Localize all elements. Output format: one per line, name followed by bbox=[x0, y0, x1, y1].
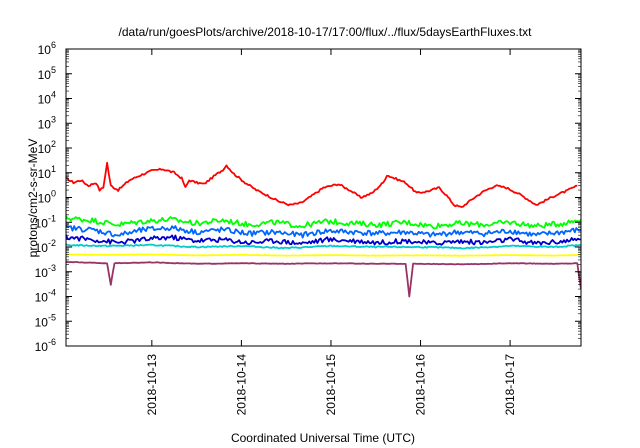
y-tick-label: 10-4 bbox=[35, 288, 56, 305]
series-layer bbox=[66, 161, 581, 298]
plot-area bbox=[66, 161, 581, 298]
y-tick-label: 10-1 bbox=[35, 213, 56, 230]
series-line bbox=[66, 261, 581, 298]
y-tick-label: 103 bbox=[38, 114, 56, 131]
y-tick-label: 10-3 bbox=[35, 263, 56, 280]
x-tick-label: 2018-10-14 bbox=[234, 354, 248, 416]
y-tick-label: 104 bbox=[38, 90, 56, 107]
series-line bbox=[66, 161, 578, 208]
y-tick-label: 106 bbox=[38, 40, 56, 57]
chart-title: /data/run/goesPlots/archive/2018-10-17/1… bbox=[119, 25, 533, 39]
x-tick-label: 2018-10-15 bbox=[324, 354, 338, 416]
series-line bbox=[66, 243, 581, 250]
series-line bbox=[66, 224, 581, 239]
x-axis: 2018-10-13 2018-10-14 2018-10-15 2018-10-16… bbox=[145, 49, 517, 415]
y-tick-label: 100 bbox=[38, 189, 56, 206]
plot-frame bbox=[65, 48, 582, 347]
y-tick-label: 101 bbox=[38, 164, 56, 181]
y-tick-label: 102 bbox=[38, 139, 56, 156]
series-line bbox=[66, 215, 581, 230]
y-tick-label: 10-5 bbox=[35, 312, 56, 329]
series-line bbox=[66, 253, 581, 257]
x-axis-label: Coordinated Universal Time (UTC) bbox=[231, 431, 415, 445]
y-axis: 10-6 10-5 10-4 10-3 10-2 10-1 100 101 102 103 104 1… bbox=[35, 40, 581, 354]
y-axis-label: protons/cm2-s-sr-MeV bbox=[26, 139, 40, 258]
x-tick-label: 2018-10-17 bbox=[503, 354, 517, 416]
series-line bbox=[66, 234, 581, 246]
y-tick-label: 10-2 bbox=[35, 238, 56, 255]
x-tick-label: 2018-10-13 bbox=[145, 354, 159, 416]
y-tick-label: 10-6 bbox=[35, 337, 56, 354]
y-tick-label: 105 bbox=[38, 65, 56, 82]
x-tick-label: 2018-10-16 bbox=[414, 354, 428, 416]
